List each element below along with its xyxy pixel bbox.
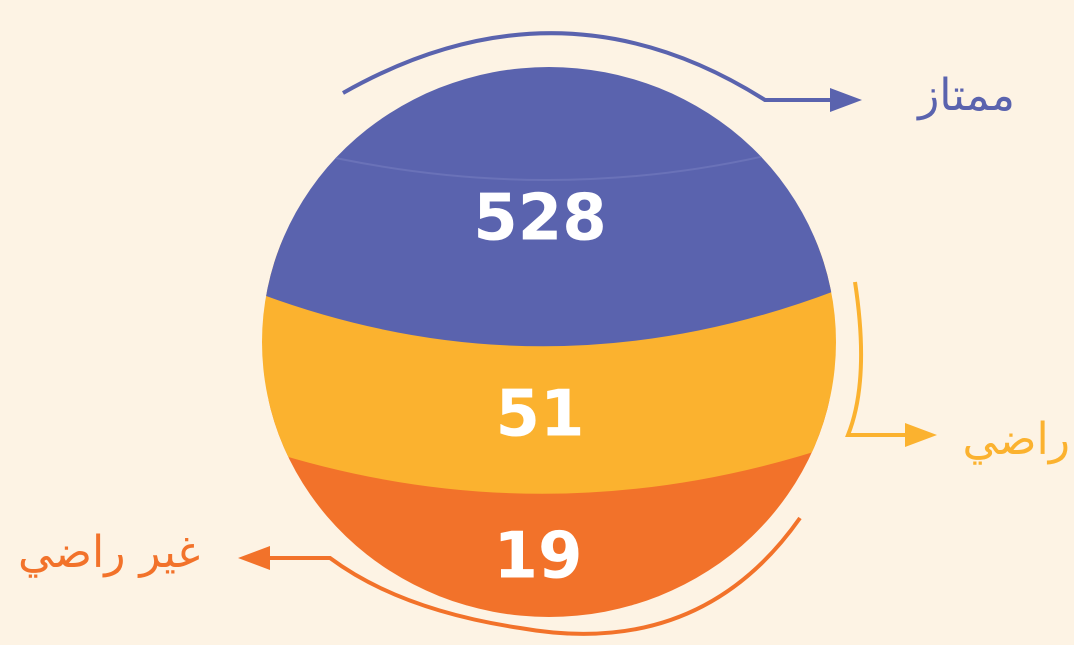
band: [262, 67, 836, 347]
band-line: [299, 149, 791, 181]
label: راضي: [962, 414, 1070, 465]
pointer: [845, 281, 937, 447]
circle: [262, 67, 836, 617]
pointer: [238, 516, 802, 636]
label: غير راضي: [18, 527, 200, 578]
value: 51: [495, 378, 584, 452]
value: 528: [473, 182, 607, 256]
label: ممتاز: [916, 70, 1015, 121]
pointer: [342, 31, 862, 112]
value: 19: [493, 520, 582, 594]
